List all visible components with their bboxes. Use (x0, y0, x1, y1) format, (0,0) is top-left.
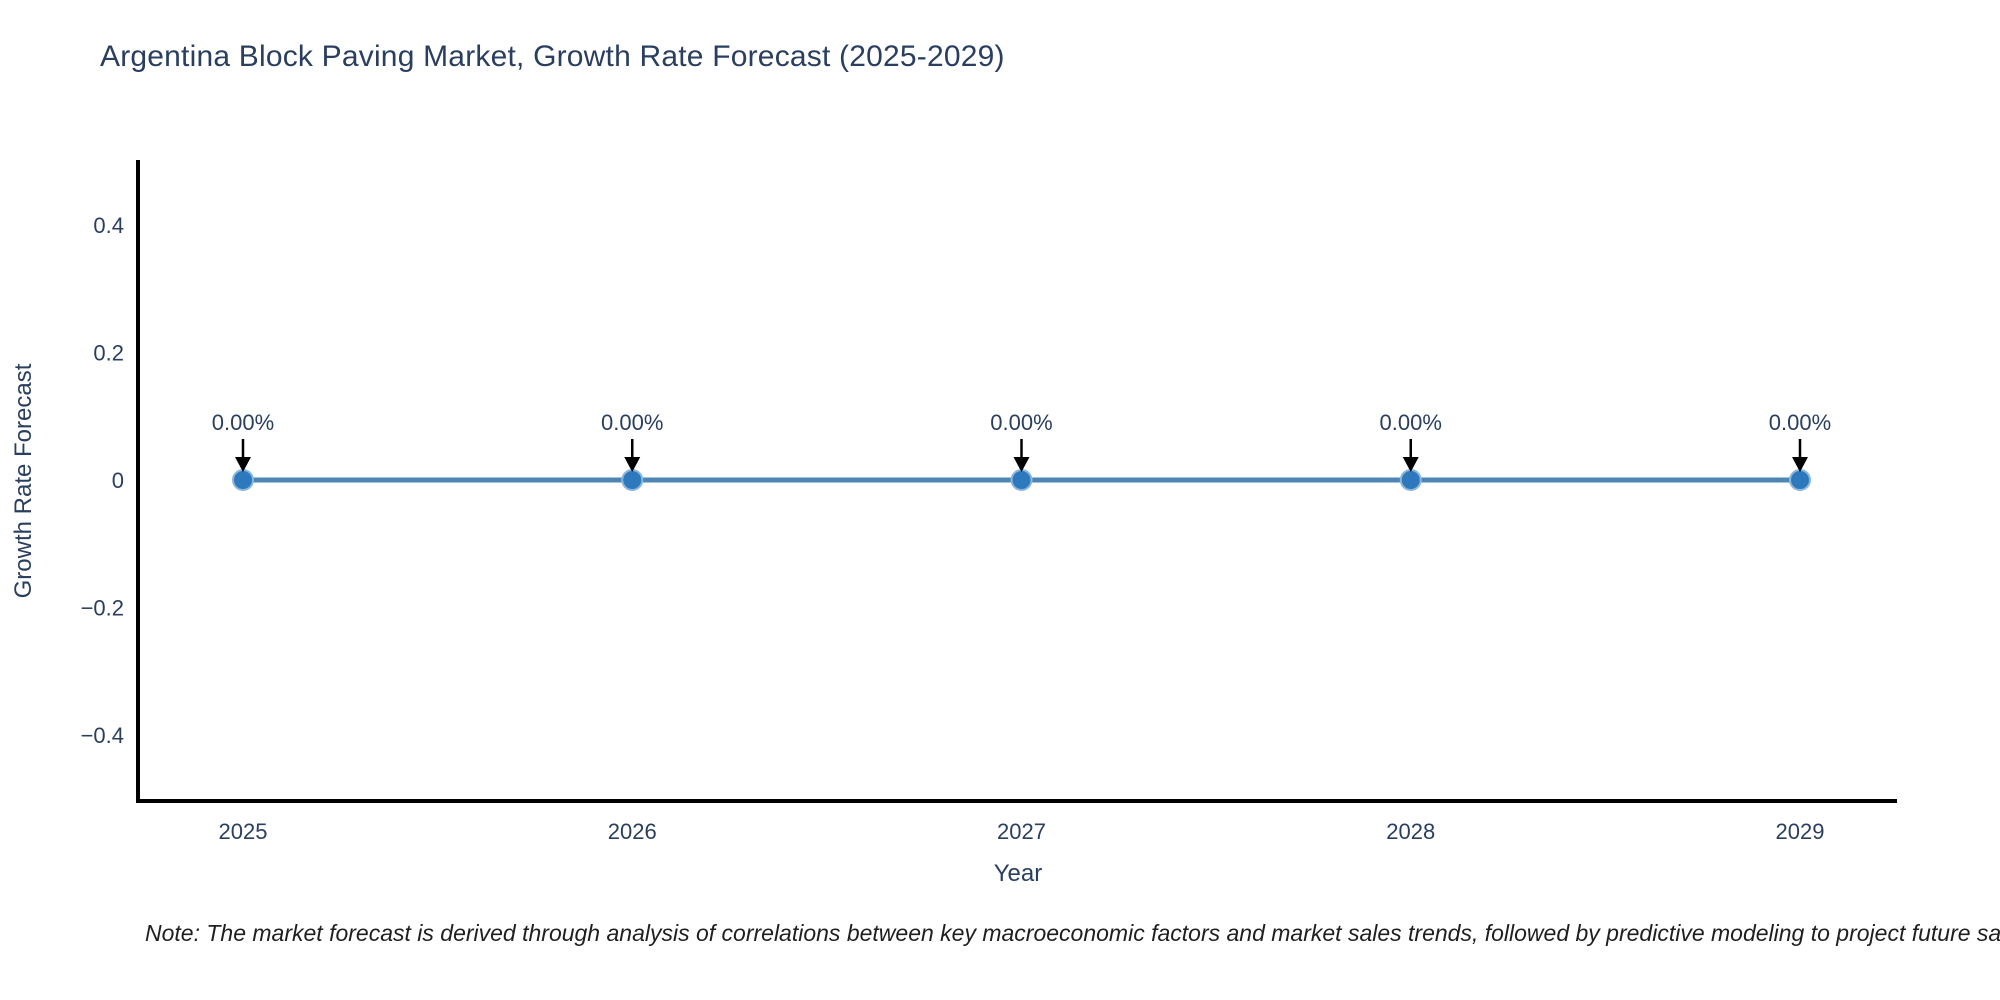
annotation-label: 0.00% (212, 410, 274, 435)
x-tick-label: 2029 (1776, 819, 1825, 844)
annotation-arrow-head (235, 457, 251, 472)
annotation-arrow-head (1402, 457, 1419, 472)
y-tick-label: −0.4 (81, 723, 124, 748)
x-axis-title: Year (993, 860, 1043, 887)
y-tick-label: 0.4 (93, 213, 124, 238)
x-tick-label: 2025 (219, 819, 268, 844)
chart-title: Argentina Block Paving Market, Growth Ra… (100, 40, 1005, 73)
data-point-marker (232, 469, 254, 491)
data-point-marker (1789, 469, 1811, 491)
annotation-arrow-head (1792, 457, 1808, 472)
x-tick-label: 2026 (608, 819, 657, 844)
x-tick-label: 2028 (1386, 819, 1435, 844)
annotation-label: 0.00% (990, 410, 1052, 435)
note-text: Note: The market forecast is derived thr… (145, 920, 2000, 946)
annotation-label: 0.00% (1380, 410, 1442, 435)
annotation-arrow-head (624, 457, 641, 472)
annotation-arrow-head (1013, 457, 1030, 472)
data-point-marker (621, 469, 644, 491)
annotation-label: 0.00% (1769, 410, 1831, 435)
y-tick-label: 0 (112, 468, 124, 493)
data-point-marker (1399, 469, 1422, 491)
annotation-label: 0.00% (601, 410, 663, 435)
y-tick-label: 0.2 (93, 341, 124, 366)
data-point-marker (1010, 469, 1033, 491)
y-tick-label: −0.2 (81, 596, 124, 621)
x-tick-label: 2027 (997, 819, 1046, 844)
